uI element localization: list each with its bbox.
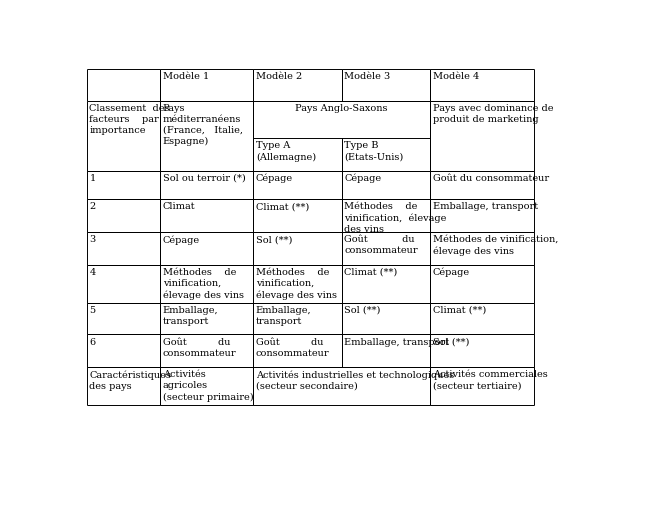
Text: 1: 1	[90, 174, 95, 183]
Text: 5: 5	[90, 306, 95, 315]
Text: Emballage, transport: Emballage, transport	[344, 338, 449, 346]
Text: Emballage, transport: Emballage, transport	[432, 202, 538, 212]
Text: 2: 2	[90, 202, 95, 212]
Text: Modèle 4: Modèle 4	[432, 72, 479, 81]
Text: Activités
agricoles
(secteur primaire): Activités agricoles (secteur primaire)	[163, 370, 254, 402]
Text: Modèle 1: Modèle 1	[163, 72, 209, 81]
Text: Cépage: Cépage	[432, 268, 470, 277]
Text: Goût          du
consommateur: Goût du consommateur	[256, 338, 330, 358]
Text: Sol (**): Sol (**)	[256, 235, 292, 244]
Text: Méthodes    de
vinification,
élevage des vins: Méthodes de vinification, élevage des vi…	[256, 268, 337, 300]
Text: Méthodes    de
vinification,
élevage des vins: Méthodes de vinification, élevage des vi…	[163, 268, 244, 300]
Text: Emballage,
transport: Emballage, transport	[163, 306, 218, 326]
Text: Méthodes de vinification,
élevage des vins: Méthodes de vinification, élevage des vi…	[432, 235, 558, 256]
Text: Emballage,
transport: Emballage, transport	[256, 306, 311, 326]
Text: 4: 4	[90, 268, 95, 277]
Text: Activités commerciales
(secteur tertiaire): Activités commerciales (secteur tertiair…	[432, 370, 547, 391]
Text: Pays
méditerranéens
(France,   Italie,
Espagne): Pays méditerranéens (France, Italie, Esp…	[163, 104, 243, 146]
Text: Climat (**): Climat (**)	[256, 202, 309, 212]
Text: Cépage: Cépage	[256, 174, 293, 183]
Text: Modèle 2: Modèle 2	[256, 72, 302, 81]
Text: Méthodes    de
vinification,  élevage
des vins: Méthodes de vinification, élevage des vi…	[344, 202, 447, 234]
Text: Modèle 3: Modèle 3	[344, 72, 390, 81]
Text: 3: 3	[90, 235, 95, 244]
Text: Climat (**): Climat (**)	[432, 306, 486, 315]
Text: Goût          du
consommateur: Goût du consommateur	[163, 338, 237, 358]
Text: 6: 6	[90, 338, 95, 346]
Text: Climat: Climat	[163, 202, 196, 212]
Text: Classement  des
facteurs    par
importance: Classement des facteurs par importance	[90, 104, 170, 135]
Text: Cépage: Cépage	[163, 235, 200, 245]
Text: Caractéristiques
des pays: Caractéristiques des pays	[90, 370, 171, 391]
Text: Sol ou terroir (*): Sol ou terroir (*)	[163, 174, 246, 183]
Text: Goût           du
consommateur: Goût du consommateur	[344, 235, 418, 255]
Text: Pays Anglo-Saxons: Pays Anglo-Saxons	[296, 104, 388, 113]
Text: Goût du consommateur: Goût du consommateur	[432, 174, 549, 183]
Text: Type A
(Allemagne): Type A (Allemagne)	[256, 141, 316, 162]
Text: Sol (**): Sol (**)	[344, 306, 381, 315]
Text: Type B
(Etats-Unis): Type B (Etats-Unis)	[344, 141, 404, 161]
Text: Sol (**): Sol (**)	[432, 338, 469, 346]
Text: Climat (**): Climat (**)	[344, 268, 398, 277]
Text: Cépage: Cépage	[344, 174, 381, 183]
Text: Activités industrielles et technologiques
(secteur secondaire): Activités industrielles et technologique…	[256, 370, 454, 391]
Text: Pays avec dominance de
produit de marketing: Pays avec dominance de produit de market…	[432, 104, 553, 124]
